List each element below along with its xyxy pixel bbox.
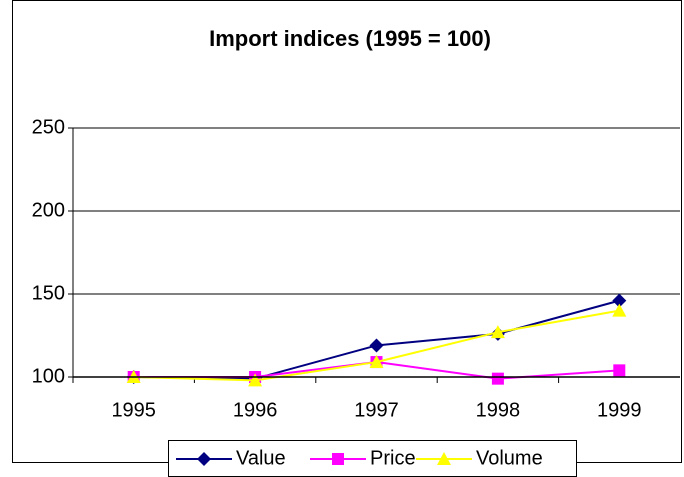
marker — [332, 453, 344, 465]
legend-label: Volume — [476, 447, 543, 469]
chart-title: Import indices (1995 = 100) — [209, 26, 491, 51]
legend-box — [168, 440, 577, 477]
x-tick-label: 1999 — [597, 399, 642, 421]
marker — [491, 372, 504, 385]
chart-frame — [12, 0, 682, 463]
marker — [613, 364, 626, 377]
legend-label: Price — [370, 447, 416, 469]
legend-label: Value — [236, 447, 286, 469]
x-tick-label: 1995 — [111, 399, 156, 421]
marker — [612, 293, 627, 308]
marker — [437, 452, 451, 465]
y-tick-label: 250 — [32, 116, 65, 138]
y-tick-label: 200 — [32, 199, 65, 221]
marker — [369, 338, 384, 353]
x-tick-label: 1996 — [233, 399, 278, 421]
y-tick-label: 100 — [32, 365, 65, 387]
x-tick-label: 1998 — [476, 399, 521, 421]
marker — [490, 325, 505, 339]
marker — [197, 452, 211, 466]
marker — [369, 355, 384, 369]
x-tick-label: 1997 — [354, 399, 399, 421]
marker — [612, 303, 627, 317]
marker — [248, 373, 263, 387]
y-tick-label: 150 — [32, 282, 65, 304]
